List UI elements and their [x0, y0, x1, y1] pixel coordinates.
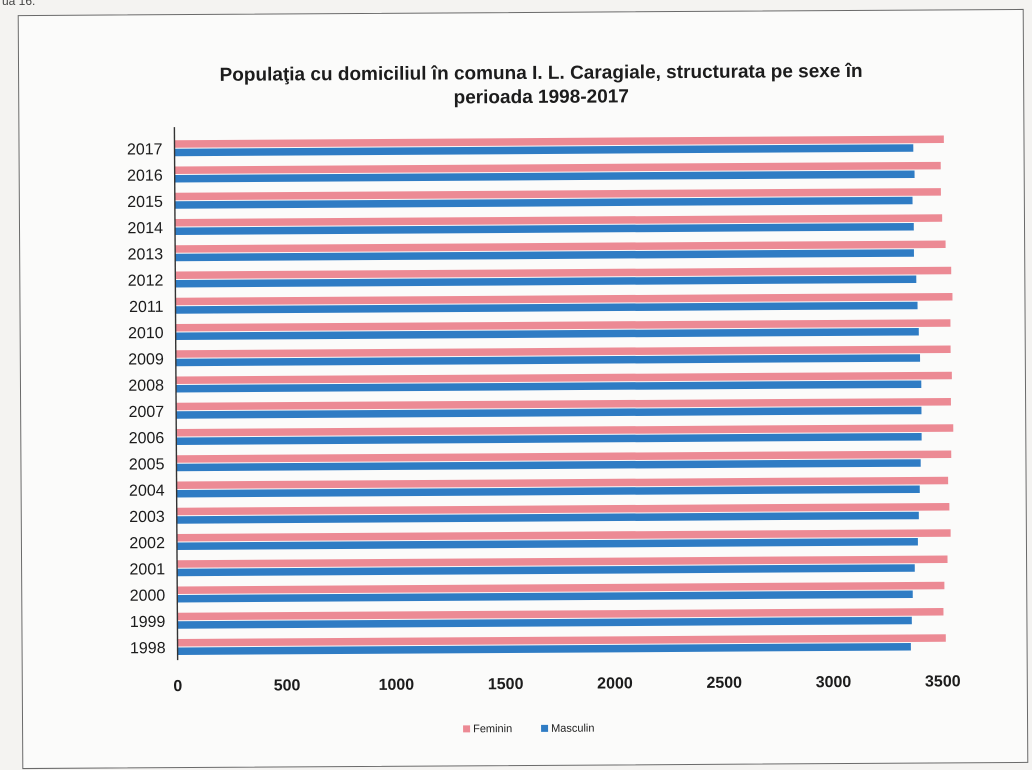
- x-tick-label-1500: 1500: [488, 676, 524, 693]
- y-tick-label-2003: 2003: [129, 509, 165, 526]
- bar-feminin-2011: [175, 292, 953, 306]
- bar-feminin-1999: [177, 608, 944, 621]
- bar-feminin-2017: [174, 135, 944, 148]
- legend-label-masculin: Masculin: [551, 723, 594, 735]
- chart-title-line-1: Populaţia cu domiciliul în comuna I. L. …: [220, 61, 863, 86]
- y-tick-label-2008: 2008: [128, 378, 164, 395]
- y-tick-label-2014: 2014: [127, 220, 163, 237]
- x-tick-label-500: 500: [274, 677, 301, 694]
- bar-masculin-2009: [175, 354, 921, 367]
- bar-feminin-2010: [175, 319, 951, 332]
- y-tick-label-2009: 2009: [128, 351, 164, 368]
- legend-swatch-feminin: [463, 725, 471, 733]
- bar-masculin-2005: [176, 459, 921, 472]
- x-tick-label-0: 0: [173, 678, 182, 695]
- x-tick-label-1000: 1000: [379, 677, 415, 694]
- y-tick-label-2013: 2013: [128, 246, 164, 263]
- bar-masculin-1998: [177, 643, 911, 655]
- x-tick-label-3500: 3500: [925, 673, 961, 690]
- bar-feminin-2009: [175, 345, 951, 358]
- y-tick-label-2006: 2006: [129, 430, 165, 447]
- bar-masculin-1999: [177, 616, 912, 629]
- y-tick-label-1998: 1998: [130, 640, 166, 657]
- y-axis-line: [173, 127, 179, 661]
- bar-feminin-2005: [176, 450, 952, 463]
- legend: Feminin Masculin: [463, 723, 595, 735]
- bar-feminin-2001: [177, 555, 948, 568]
- y-tick-label-2000: 2000: [130, 588, 166, 605]
- legend-label-feminin: Feminin: [473, 723, 512, 735]
- y-tick-label-2017: 2017: [127, 141, 163, 158]
- bar-masculin-2007: [176, 406, 922, 419]
- y-tick-label-2010: 2010: [128, 325, 164, 342]
- bar-feminin-2000: [177, 581, 945, 594]
- bar-feminin-2013: [175, 240, 946, 253]
- y-tick-label-2015: 2015: [127, 194, 163, 211]
- bar-masculin-2000: [177, 590, 913, 603]
- y-tick-label-2001: 2001: [129, 561, 165, 578]
- y-tick-label-2011: 2011: [129, 299, 164, 316]
- plot-area: 1998 1999 2000 2001 2002 2003 2004 2005 2006 2007…: [127, 127, 961, 695]
- bar-masculin-2013: [175, 249, 914, 262]
- bar-feminin-2007: [176, 398, 951, 411]
- bar-feminin-2015: [174, 188, 941, 201]
- bar-masculin-2003: [176, 511, 919, 524]
- bar-masculin-2001: [177, 564, 915, 577]
- y-tick-label-2005: 2005: [129, 456, 165, 473]
- chart-frame: Populaţia cu domiciliul în comuna I. L. …: [17, 8, 1029, 770]
- x-tick-label-2000: 2000: [597, 675, 633, 692]
- bar-masculin-2015: [174, 196, 913, 209]
- bar-feminin-2003: [176, 503, 950, 516]
- bar-feminin-1998: [177, 634, 946, 647]
- x-tick-label-3000: 3000: [816, 674, 852, 691]
- bar-feminin-2006: [176, 424, 954, 437]
- bar-feminin-2012: [175, 266, 952, 279]
- bar-feminin-2014: [174, 214, 943, 227]
- bar-feminin-2004: [176, 476, 949, 489]
- y-tick-label-2012: 2012: [128, 273, 164, 290]
- bar-masculin-2010: [175, 327, 919, 340]
- bar-masculin-2006: [176, 432, 922, 445]
- bar-chart: Populaţia cu domiciliul în comuna I. L. …: [127, 61, 961, 735]
- corner-text: ua 16.: [2, 0, 36, 8]
- bar-masculin-2011: [175, 301, 918, 314]
- chart-title-line-2: perioada 1998-2017: [453, 86, 628, 108]
- bar-masculin-2004: [176, 485, 920, 498]
- bar-feminin-2016: [174, 161, 941, 174]
- y-tick-label-2004: 2004: [129, 483, 165, 500]
- y-tick-label-1999: 1999: [130, 614, 166, 631]
- bar-masculin-2014: [175, 222, 914, 235]
- y-tick-label-2002: 2002: [129, 535, 165, 552]
- bar-masculin-2002: [176, 537, 918, 550]
- bar-feminin-2002: [176, 529, 951, 542]
- y-tick-label-2016: 2016: [127, 168, 163, 185]
- bar-masculin-2008: [175, 380, 922, 393]
- y-tick-label-2007: 2007: [128, 404, 164, 421]
- chart-title: Populaţia cu domiciliul în comuna I. L. …: [220, 61, 863, 108]
- bar-masculin-2017: [174, 144, 914, 157]
- bar-masculin-2012: [175, 275, 917, 288]
- x-tick-label-2500: 2500: [706, 675, 742, 692]
- bar-masculin-2016: [174, 170, 915, 183]
- legend-swatch-masculin: [541, 724, 549, 732]
- bar-feminin-2008: [175, 371, 952, 384]
